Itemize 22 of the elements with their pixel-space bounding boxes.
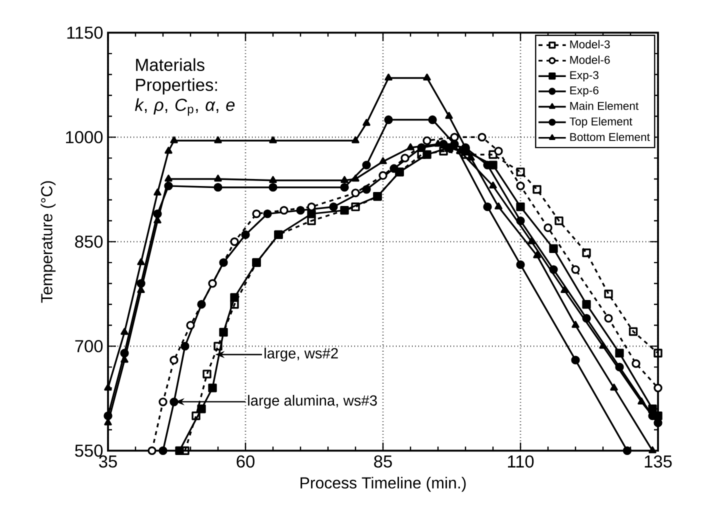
x-tick-label: 110 (508, 455, 534, 468)
x-tick-label: 135 (644, 455, 672, 468)
legend-label: Bottom Element (570, 132, 650, 142)
x-axis-title: Process Timeline (min.) (300, 476, 466, 492)
x-tick-label: 35 (99, 455, 117, 468)
legend-label: Top Element (570, 117, 632, 128)
y-tick-label: 850 (75, 236, 103, 248)
legend-label: Exp-6 (570, 86, 598, 97)
y-axis-title: Temperature (°C) (40, 181, 56, 303)
x-tick-label: 60 (236, 455, 254, 468)
x-tick-label: 85 (374, 455, 392, 468)
annotation: large, ws#2 (264, 348, 338, 362)
legend-label: Exp-3 (570, 71, 598, 82)
legend-label: Main Element (570, 102, 639, 110)
y-tick-label: 700 (75, 340, 103, 352)
y-tick-label: 1150 (67, 26, 103, 39)
y-tick-label: 1000 (66, 131, 103, 144)
text: Materials Properties: k, ρ, C$_{p}$, α, e (135, 58, 235, 116)
y-tick-label: 550 (75, 444, 103, 457)
annotation: large alumina, ws#3 (248, 394, 377, 409)
legend-label: Model-6 (570, 56, 610, 64)
legend-label: Model-3 (570, 40, 610, 48)
